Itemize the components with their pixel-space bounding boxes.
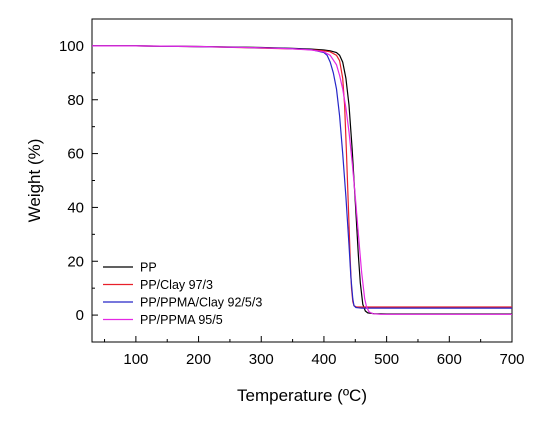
x-tick-label: 300 [249, 351, 274, 368]
x-tick-label: 400 [311, 351, 336, 368]
x-tick-label: 700 [499, 351, 524, 368]
x-tick-label: 500 [374, 351, 399, 368]
x-tick-label: 200 [186, 351, 211, 368]
legend-label: PP [140, 261, 157, 275]
y-tick-label: 0 [76, 307, 84, 324]
y-tick-label: 60 [67, 146, 84, 163]
axes: 100 200 300 400 500 600 700 0 20 40 60 80 100 [59, 18, 525, 368]
x-axis-label: Temperature (ºC) [237, 386, 367, 405]
y-axis-label: Weight (%) [25, 139, 44, 223]
plot-frame [91, 18, 513, 343]
legend-label: PP/PPMA/Clay 92/5/3 [140, 296, 262, 310]
legend-label: PP/Clay 97/3 [140, 278, 213, 292]
legend-label: PP/PPMA 95/5 [140, 313, 223, 327]
y-tick-label: 100 [59, 38, 84, 55]
legend: PP PP/Clay 97/3 PP/PPMA/Clay 92/5/3 PP/PPMA… [103, 261, 262, 327]
y-tick-label: 80 [67, 92, 84, 109]
series-line-3 [92, 45, 512, 315]
series-lines [92, 45, 512, 315]
x-tick-label: 600 [437, 351, 462, 368]
x-tick-label: 100 [123, 351, 148, 368]
y-tick-label: 40 [67, 199, 84, 216]
y-tick-label: 20 [67, 253, 84, 270]
